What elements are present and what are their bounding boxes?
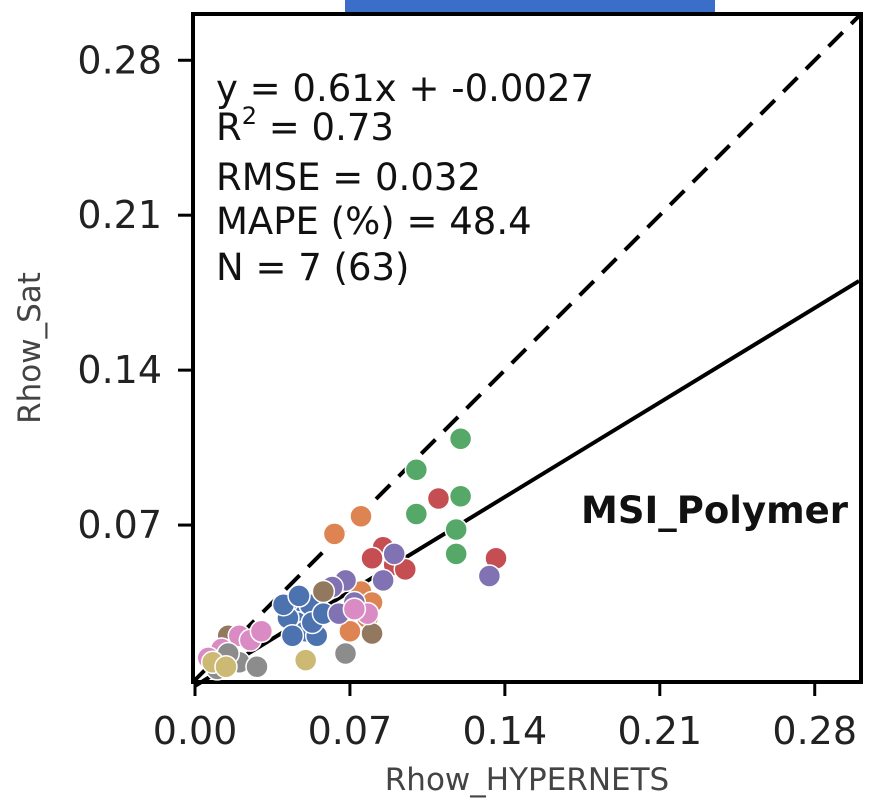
x-tick-label: 0.07	[308, 709, 393, 753]
data-point	[404, 502, 429, 526]
x-axis-title: Rhow_HYPERNETS	[385, 762, 669, 798]
stats-r2-sup: 2	[242, 102, 257, 130]
x-tick-labels: 0.00 0.07 0.14 0.21 0.28	[153, 709, 857, 753]
y-tick-label: 0.07	[77, 503, 162, 547]
stats-r2-prefix: R	[216, 106, 242, 149]
data-point	[477, 564, 502, 588]
y-tick-label: 0.21	[77, 193, 162, 237]
x-tick-label: 0.21	[617, 709, 702, 753]
x-tick-label: 0.14	[463, 709, 548, 753]
series-label: MSI_Polymer	[581, 489, 849, 532]
stats-n: N = 7 (63)	[216, 246, 409, 289]
data-point	[280, 623, 305, 648]
data-point	[249, 619, 274, 644]
stats-rmse: RMSE = 0.032	[216, 156, 481, 199]
y-tick-labels: 0.07 0.14 0.21 0.28	[77, 38, 162, 547]
data-point	[444, 517, 468, 542]
data-point	[426, 486, 451, 511]
data-point	[245, 654, 269, 679]
y-axis-title: Rhow_Sat	[12, 272, 48, 424]
stats-mape: MAPE (%) = 48.4	[216, 200, 532, 243]
top-title-bar	[345, 0, 715, 12]
data-point	[448, 484, 473, 509]
identity-line	[193, 14, 861, 682]
data-point	[404, 457, 429, 482]
x-tick-label: 0.28	[772, 709, 857, 753]
data-point	[371, 568, 395, 593]
data-point	[444, 542, 468, 566]
data-point	[382, 542, 406, 566]
y-tick-label: 0.28	[77, 38, 162, 82]
data-point	[349, 504, 373, 528]
stats-r2: R2 = 0.73	[216, 102, 394, 149]
y-tick-label: 0.14	[77, 348, 162, 392]
stats-equation: y = 0.61x + -0.0027	[216, 67, 594, 110]
data-point	[214, 654, 238, 679]
x-tick-label: 0.00	[153, 709, 238, 753]
stats-r2-value: = 0.73	[257, 106, 394, 149]
data-point	[342, 597, 367, 621]
data-points	[196, 426, 508, 681]
data-point	[293, 648, 318, 672]
data-point	[360, 621, 384, 646]
data-point	[333, 641, 358, 666]
data-point	[287, 584, 311, 608]
data-point	[360, 546, 384, 571]
data-point	[311, 579, 336, 604]
data-point	[322, 522, 347, 546]
axis-ticks	[178, 58, 817, 696]
data-point	[448, 426, 473, 451]
plot-frame	[191, 12, 863, 684]
